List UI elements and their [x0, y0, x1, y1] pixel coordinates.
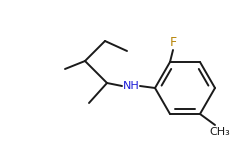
Text: CH₃: CH₃ — [210, 127, 230, 137]
Text: NH: NH — [123, 81, 139, 91]
Text: F: F — [169, 36, 177, 49]
